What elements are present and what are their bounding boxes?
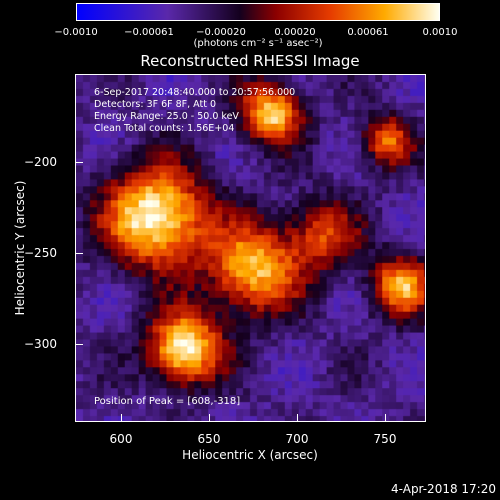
image-title: Reconstructed RHESSI Image <box>140 52 360 70</box>
y-tick-label: −300 <box>24 337 57 351</box>
colorbar-tick-label: −0.00061 <box>124 27 174 38</box>
colorbar-tick-label: 0.00020 <box>274 27 316 38</box>
info-detectors: Detectors: 3F 6F 8F, Att 0 <box>94 99 217 110</box>
plot-date: 4-Apr-2018 17:20 <box>391 482 496 496</box>
colorbar-tick-label: −0.00020 <box>196 27 246 38</box>
colorbar-tick-label: 0.0010 <box>422 27 458 38</box>
x-tick-label: 650 <box>197 432 221 446</box>
x-tick-label: 750 <box>373 432 397 446</box>
x-axis-label: Heliocentric X (arcsec) <box>182 448 318 462</box>
x-tick-mark <box>385 414 386 422</box>
y-tick-label: −250 <box>24 246 57 260</box>
image-plot: 6-Sep-2017 20:48:40.000 to 20:57:56.000 … <box>75 74 426 422</box>
colorbar-tick-label: −0.0010 <box>54 27 98 38</box>
colorbar <box>76 3 440 21</box>
x-tick-label: 600 <box>109 432 133 446</box>
rhessi-image <box>76 75 425 421</box>
x-tick-mark <box>297 414 298 422</box>
y-tick-mark <box>75 344 83 345</box>
colorbar-tick-label: 0.00061 <box>347 27 389 38</box>
peak-position: Position of Peak = [608,-318] <box>94 396 241 407</box>
y-tick-mark <box>75 253 83 254</box>
y-axis-label: Heliocentric Y (arcsec) <box>13 180 27 316</box>
x-tick-label: 700 <box>285 432 309 446</box>
info-time: 6-Sep-2017 20:48:40.000 to 20:57:56.000 <box>94 87 296 98</box>
colorbar-units: (photons cm⁻² s⁻¹ asec⁻²) <box>193 38 323 49</box>
info-clean: Clean Total counts: 1.56E+04 <box>94 123 235 134</box>
info-energy: Energy Range: 25.0 - 50.0 keV <box>94 111 239 122</box>
x-tick-mark <box>209 414 210 422</box>
y-tick-mark <box>75 162 83 163</box>
x-tick-mark <box>121 414 122 422</box>
y-tick-label: −200 <box>24 155 57 169</box>
